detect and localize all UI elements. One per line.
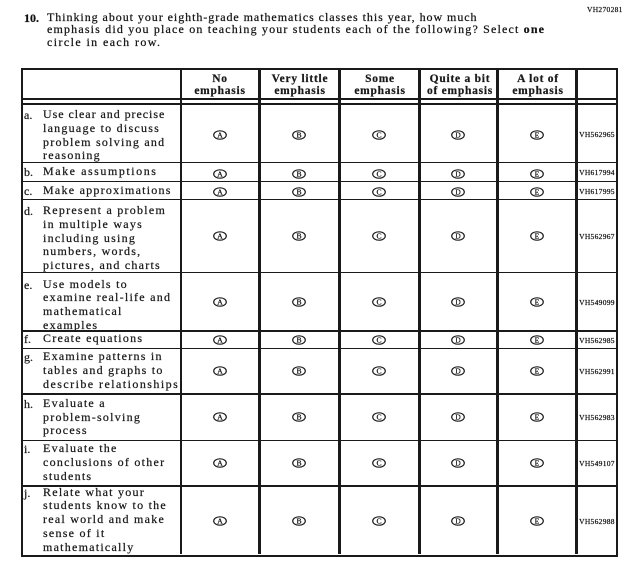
svg-text:C: C: [376, 335, 381, 344]
svg-text:C: C: [376, 297, 381, 306]
svg-text:E: E: [534, 187, 539, 196]
svg-text:B: B: [296, 297, 301, 306]
svg-text:B: B: [296, 367, 301, 376]
svg-text:B: B: [296, 458, 301, 467]
svg-text:E: E: [534, 516, 539, 525]
svg-text:C: C: [376, 187, 381, 196]
svg-text:C: C: [376, 516, 381, 525]
svg-text:B: B: [296, 335, 301, 344]
svg-text:D: D: [455, 187, 461, 196]
svg-text:B: B: [296, 231, 301, 240]
svg-text:C: C: [376, 231, 381, 240]
svg-text:D: D: [455, 169, 461, 178]
svg-text:E: E: [534, 367, 539, 376]
svg-text:A: A: [217, 169, 223, 178]
svg-text:B: B: [296, 169, 301, 178]
svg-text:A: A: [217, 516, 223, 525]
svg-text:D: D: [455, 297, 461, 306]
svg-text:E: E: [534, 297, 539, 306]
svg-text:A: A: [217, 335, 223, 344]
svg-text:A: A: [217, 297, 223, 306]
svg-text:E: E: [534, 335, 539, 344]
svg-text:B: B: [296, 516, 301, 525]
svg-text:E: E: [534, 131, 539, 140]
svg-text:C: C: [376, 169, 381, 178]
svg-text:A: A: [217, 458, 223, 467]
svg-text:D: D: [455, 458, 461, 467]
svg-text:C: C: [376, 367, 381, 376]
svg-text:C: C: [376, 458, 381, 467]
svg-text:B: B: [296, 413, 301, 422]
svg-text:D: D: [455, 335, 461, 344]
svg-text:A: A: [217, 187, 223, 196]
svg-text:D: D: [455, 367, 461, 376]
svg-text:A: A: [217, 131, 223, 140]
svg-text:A: A: [217, 231, 223, 240]
svg-text:D: D: [455, 413, 461, 422]
svg-text:D: D: [455, 131, 461, 140]
svg-text:D: D: [455, 231, 461, 240]
svg-text:C: C: [376, 131, 381, 140]
svg-text:E: E: [534, 458, 539, 467]
svg-text:A: A: [217, 367, 223, 376]
svg-text:E: E: [534, 231, 539, 240]
svg-text:E: E: [534, 169, 539, 178]
svg-text:C: C: [376, 413, 381, 422]
svg-text:A: A: [217, 413, 223, 422]
svg-text:D: D: [455, 516, 461, 525]
svg-text:B: B: [296, 187, 301, 196]
svg-text:B: B: [296, 131, 301, 140]
svg-text:E: E: [534, 413, 539, 422]
